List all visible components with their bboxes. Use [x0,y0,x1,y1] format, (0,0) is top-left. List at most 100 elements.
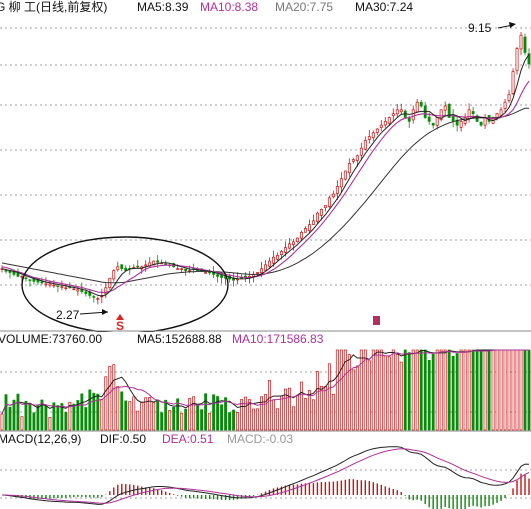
volume-bar-120 [479,349,483,431]
candle-body-77 [307,224,311,231]
candle-body-84 [335,186,339,194]
volume-bar-48 [192,396,196,431]
volume-bar-90 [359,349,363,431]
candle-body-108 [431,122,435,126]
volume-bar-43 [172,407,176,431]
volume-bar-73 [292,406,295,431]
volume-bar-49 [196,403,200,431]
price-ma30-text: MA30:7.24 [355,0,413,14]
candle-body-125 [499,109,503,116]
candle-body-118 [471,111,475,115]
volume-bar-20 [80,393,84,431]
candle-body-14 [56,285,60,287]
volume-bar-80 [319,385,323,431]
volume-bar-104 [415,349,419,431]
candle-body-79 [315,212,319,222]
volume-bar-14 [56,405,60,431]
volume-bar-57 [228,412,232,431]
candle-body-91 [363,140,367,150]
candle-body-3 [12,271,16,275]
volume-bar-109 [435,349,439,431]
volume-bar-76 [303,398,307,431]
low-price-label: 2.27 [56,308,80,322]
candle-body-52 [208,271,212,274]
macd-dea-line [2,448,530,504]
volume-bar-33 [132,396,136,431]
volume-bar-119 [475,349,479,431]
candle-body-85 [339,178,343,188]
candle-body-99 [395,109,399,115]
candle-body-102 [407,117,411,122]
candle-body-38 [152,260,156,266]
candle-body-126 [503,101,507,109]
volume-ma10-text: MA10:171586.83 [232,332,324,346]
svg-text:S: S [116,319,124,333]
volume-bar-69 [276,408,279,431]
candle-body-65 [260,268,263,274]
candle-body-66 [264,264,267,271]
candle-body-46 [184,268,188,271]
volume-bar-10 [40,399,44,431]
candle-body-96 [383,120,387,126]
candle-body-119 [475,115,479,122]
candle-body-69 [276,254,279,260]
volume-bar-12 [48,417,52,431]
volume-ma10-line [1,349,529,415]
volume-bar-59 [236,412,239,431]
candle-body-90 [359,147,363,156]
macd-value-text: MACD:-0.03 [227,432,293,446]
candle-body-97 [387,117,391,124]
volume-bar-52 [208,412,212,431]
volume-bar-13 [52,402,56,431]
volume-bar-91 [363,349,367,431]
volume-bar-15 [60,403,64,431]
price-ma10-text: MA10:8.38 [200,0,258,14]
candle-body-70 [280,251,283,255]
volume-bar-2 [8,406,12,431]
volume-bar-111 [443,349,447,431]
volume-bar-67 [268,380,271,431]
volume-bar-116 [463,349,467,431]
volume-bar-124 [495,349,499,431]
volume-bar-18 [72,403,76,431]
candle-body-15 [60,286,64,288]
candle-body-10 [40,281,44,284]
volume-bar-107 [427,360,431,431]
volume-bar-26 [104,376,108,431]
candle-body-21 [84,291,88,294]
volume-bar-39 [156,399,160,431]
candle-body-76 [303,228,307,233]
price-title: G 柳 工(日线,前复权) [0,0,107,14]
volume-bar-64 [256,408,259,431]
volume-bar-123 [491,349,495,431]
volume-bar-46 [184,408,188,431]
volume-bar-66 [264,394,267,431]
volume-bar-83 [331,393,335,431]
high-arrow-annotation [497,22,516,29]
volume-bar-9 [36,405,40,431]
volume-bar-6 [24,400,28,431]
candle-body-28 [112,270,116,280]
candle-body-78 [311,220,315,225]
volume-bar-68 [272,399,275,431]
macd-dea-text: DEA:0.51 [162,432,214,446]
signal-marker-2 [373,316,380,325]
volume-bar-63 [252,408,255,431]
candle-body-26 [104,287,108,295]
volume-bar-122 [487,349,491,431]
volume-bar-75 [299,381,303,431]
volume-bar-44 [176,398,180,431]
candle-body-103 [411,109,415,121]
candle-body-131 [523,36,527,53]
candle-body-71 [284,247,287,253]
candle-body-88 [351,159,355,162]
volume-bar-102 [407,352,411,431]
volume-bar-38 [152,401,156,431]
candle-body-45 [180,268,184,270]
volume-bar-42 [168,410,172,431]
volume-bar-19 [76,400,80,431]
candle-body-23 [92,296,96,298]
candle-body-11 [44,283,48,286]
candle-body-73 [292,241,295,245]
